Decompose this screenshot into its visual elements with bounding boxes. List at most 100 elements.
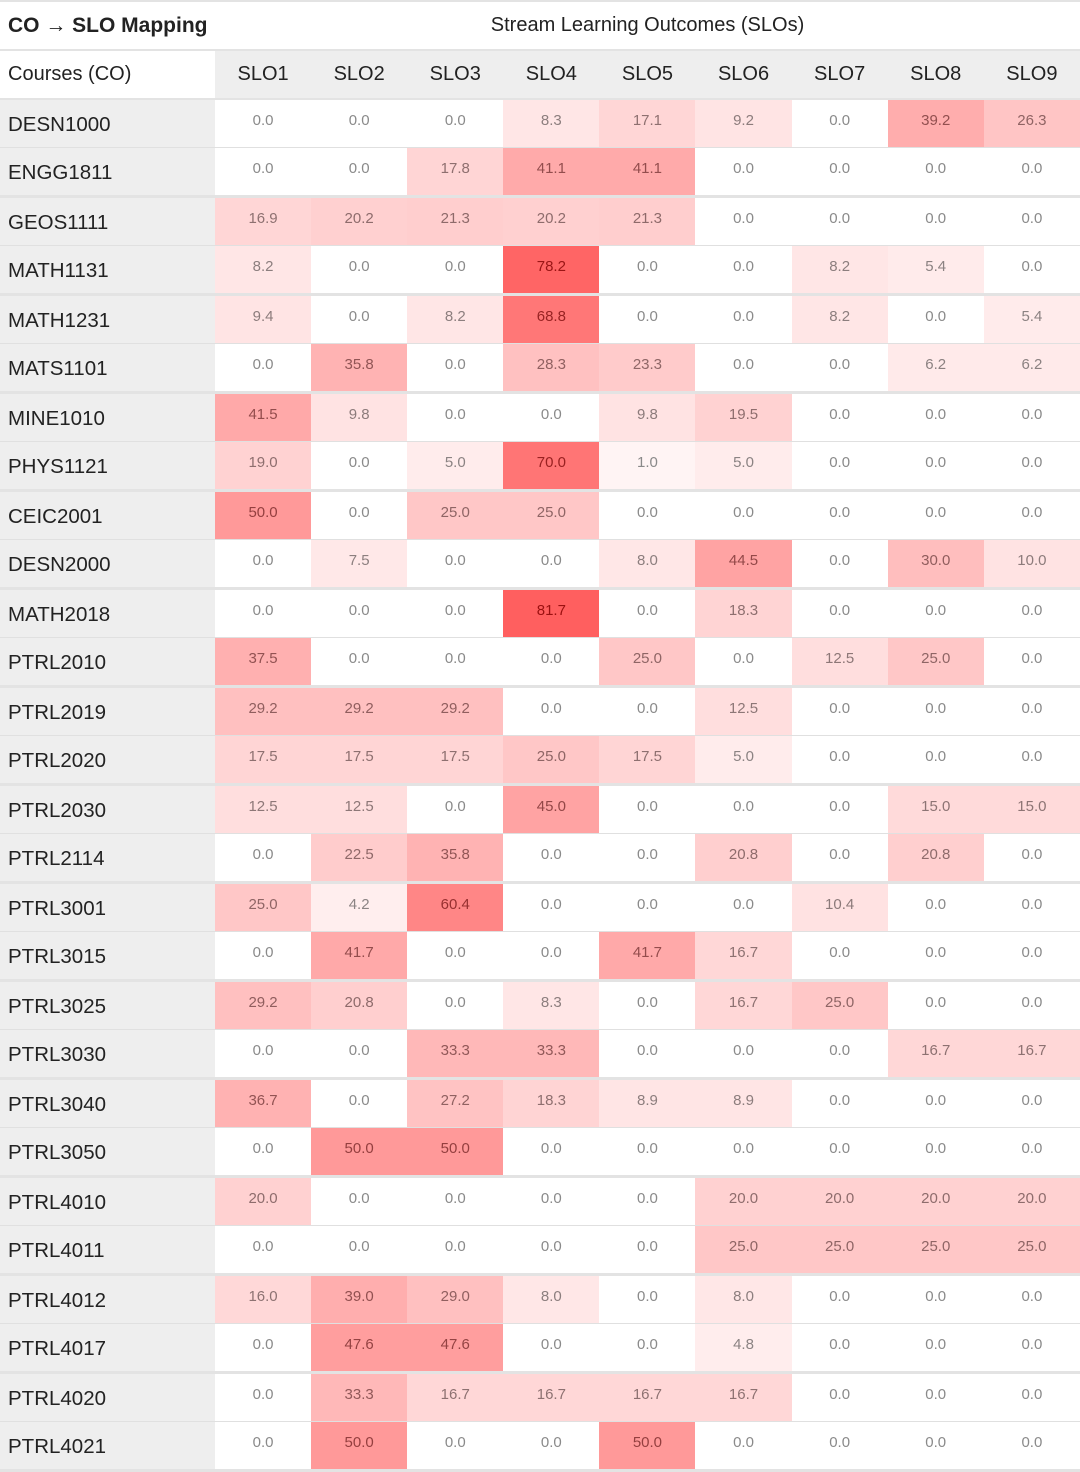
heat-cell: 0.0 [983,833,1080,884]
heat-cell: 16.7 [599,1372,696,1422]
heat-cell: 0.0 [695,1029,792,1080]
heat-cell: 0.0 [791,1372,888,1422]
heat-cell: 50.0 [311,1421,408,1472]
course-label: CEIC2001 [0,490,216,540]
heat-cell: 60.4 [407,882,504,932]
course-label: PTRL4011 [0,1225,216,1276]
heat-cell: 10.4 [791,882,888,932]
heat-cell: 8.0 [503,1274,600,1324]
heat-cell: 20.2 [503,196,600,246]
heat-cell: 12.5 [311,784,408,834]
heat-cell: 0.0 [599,1176,696,1226]
heat-cell: 6.2 [887,343,984,394]
heat-cell: 20.0 [215,1176,312,1226]
heat-cell: 25.0 [503,735,600,786]
heat-cell: 0.0 [407,1421,504,1472]
heat-cell: 16.7 [695,980,792,1030]
heat-cell: 9.8 [599,392,696,442]
heat-cell: 0.0 [311,294,408,344]
heat-cell: 16.9 [215,196,312,246]
table-row: PTRL3050 0.0 50.0 50.0 0.0 0.0 0.0 0.0 0.0 0.0 [0,1127,1080,1178]
table-row: MATH1131 8.2 0.0 0.0 78.2 0.0 0.0 8.2 5.4 0.0 [0,245,1080,296]
heat-cell: 0.0 [695,294,792,344]
course-label: ENGG1811 [0,147,216,198]
heat-cell: 0.0 [983,735,1080,786]
heat-cell: 6.2 [983,343,1080,394]
course-label: MATH2018 [0,588,216,638]
course-label: PTRL2019 [0,686,216,736]
heat-cell: 0.0 [407,1225,504,1276]
heat-cell: 4.2 [311,882,408,932]
heat-cell: 0.0 [407,784,504,834]
heat-cell: 0.0 [791,1323,888,1374]
heat-cell: 41.7 [599,931,696,982]
heat-cell: 4.8 [695,1323,792,1374]
heat-cell: 29.2 [407,686,504,736]
table-row: GEOS1111 16.9 20.2 21.3 20.2 21.3 0.0 0.0 0.0 0.0 [0,196,1080,246]
heat-cell: 0.0 [983,1323,1080,1374]
heat-cell: 0.0 [503,1176,600,1226]
heat-cell: 0.0 [599,686,696,736]
heat-cell: 0.0 [887,441,984,492]
heat-cell: 78.2 [503,245,600,296]
heat-cell: 0.0 [791,196,888,246]
heat-cell: 0.0 [887,588,984,638]
heat-cell: 0.0 [887,1323,984,1374]
heat-cell: 0.0 [791,686,888,736]
heat-cell: 16.0 [215,1274,312,1324]
heat-cell: 0.0 [503,1127,600,1178]
table-row: ENGG1811 0.0 0.0 17.8 41.1 41.1 0.0 0.0 0.0 0.0 [0,147,1080,198]
heat-cell: 25.0 [887,637,984,688]
course-label: PTRL2030 [0,784,216,834]
course-label: DESN1000 [0,99,216,148]
course-label: PTRL3030 [0,1029,216,1080]
heat-cell: 8.2 [791,294,888,344]
table-row: PTRL4017 0.0 47.6 47.6 0.0 0.0 4.8 0.0 0.0 0.0 [0,1323,1080,1374]
heat-cell: 25.0 [215,882,312,932]
heat-cell: 29.2 [311,686,408,736]
heat-cell: 0.0 [791,784,888,834]
title-row: CO → SLO Mapping Stream Learning Outcome… [0,0,1080,51]
heat-cell: 0.0 [695,1421,792,1472]
heat-cell: 47.6 [407,1323,504,1374]
heat-cell: 0.0 [695,343,792,394]
heat-cell: 16.7 [407,1372,504,1422]
heat-cell: 0.0 [311,245,408,296]
heat-cell: 17.5 [407,735,504,786]
heat-cell: 50.0 [599,1421,696,1472]
heat-cell: 25.0 [887,1225,984,1276]
table-row: PTRL2019 29.2 29.2 29.2 0.0 0.0 12.5 0.0 0.0 0.0 [0,686,1080,736]
heat-cell: 0.0 [311,441,408,492]
heat-cell: 0.0 [887,1372,984,1422]
course-label: PTRL3025 [0,980,216,1030]
heat-cell: 0.0 [791,343,888,394]
heat-cell: 8.2 [791,245,888,296]
heat-cell: 0.0 [887,931,984,982]
table-row: PTRL2010 37.5 0.0 0.0 0.0 25.0 0.0 12.5 25.0 0.0 [0,637,1080,688]
heat-cell: 17.1 [599,99,696,148]
heat-cell: 33.3 [311,1372,408,1422]
heat-cell: 0.0 [311,147,408,198]
heat-cell: 0.0 [791,833,888,884]
heat-cell: 0.0 [407,245,504,296]
heat-cell: 12.5 [215,784,312,834]
heat-cell: 39.2 [887,99,984,148]
heat-cell: 0.0 [311,588,408,638]
course-label: PTRL4017 [0,1323,216,1374]
heat-cell: 0.0 [791,441,888,492]
heat-cell: 8.9 [695,1078,792,1128]
heat-cell: 0.0 [215,1225,312,1276]
slo-group-header: Stream Learning Outcomes (SLOs) [215,0,1080,51]
heat-cell: 0.0 [311,490,408,540]
heat-cell: 0.0 [599,1323,696,1374]
course-label: PTRL4012 [0,1274,216,1324]
heat-cell: 44.5 [695,539,792,590]
heat-cell: 17.8 [407,147,504,198]
heat-cell: 0.0 [599,1029,696,1080]
column-header-slo3: SLO3 [407,50,504,100]
table-row: PHYS1121 19.0 0.0 5.0 70.0 1.0 5.0 0.0 0.0 0.0 [0,441,1080,492]
heat-cell: 0.0 [887,294,984,344]
table-row: MINE1010 41.5 9.8 0.0 0.0 9.8 19.5 0.0 0.0 0.0 [0,392,1080,442]
heat-cell: 0.0 [695,637,792,688]
heat-cell: 0.0 [503,931,600,982]
